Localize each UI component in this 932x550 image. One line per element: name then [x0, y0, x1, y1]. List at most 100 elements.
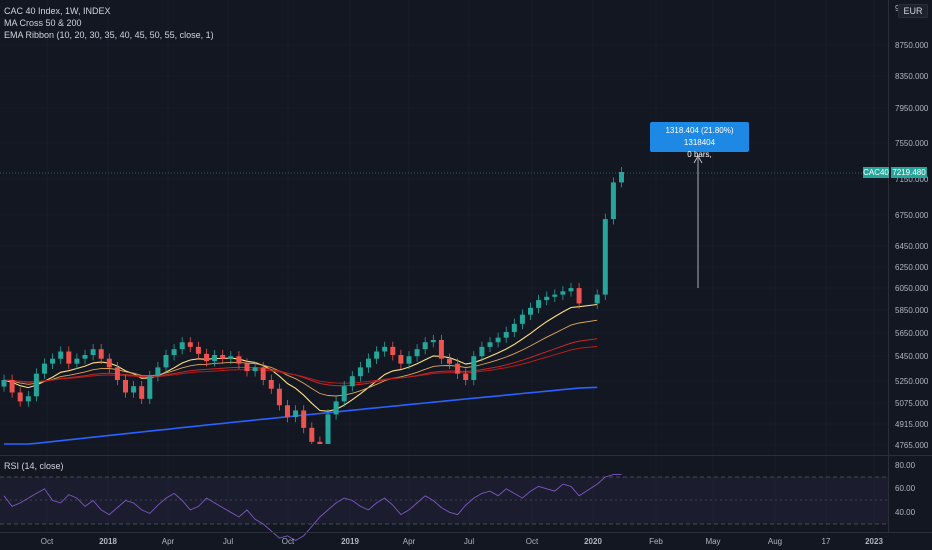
candle-body[interactable]: [374, 351, 380, 359]
candle-body[interactable]: [333, 401, 339, 415]
candle-body[interactable]: [98, 349, 104, 359]
candle-body[interactable]: [25, 396, 31, 402]
candle-body[interactable]: [552, 294, 558, 297]
candle-body[interactable]: [163, 355, 169, 368]
candle-body[interactable]: [285, 405, 290, 418]
candle-body[interactable]: [544, 296, 550, 301]
candle-body[interactable]: [187, 342, 193, 347]
candle-body[interactable]: [268, 380, 274, 389]
measure-arrow[interactable]: [693, 155, 703, 288]
candle-body[interactable]: [382, 346, 388, 352]
measure-bars: 0 bars,: [687, 150, 712, 159]
symbol-title[interactable]: CAC 40 Index, 1W, INDEX: [4, 6, 111, 16]
candle-body[interactable]: [398, 355, 404, 364]
currency-badge[interactable]: EUR: [898, 4, 928, 18]
candle-body[interactable]: [519, 314, 525, 324]
candle-body[interactable]: [357, 367, 363, 377]
candle-body[interactable]: [139, 386, 145, 399]
candle-body[interactable]: [106, 358, 112, 368]
candle-body[interactable]: [82, 355, 88, 359]
candle-body[interactable]: [366, 358, 371, 368]
candle-body[interactable]: [228, 356, 234, 359]
candle-body[interactable]: [260, 367, 266, 380]
candle-body[interactable]: [9, 380, 15, 393]
candle-body[interactable]: [131, 386, 137, 393]
candle-body[interactable]: [114, 367, 120, 380]
candle-body[interactable]: [576, 288, 582, 304]
candle-body[interactable]: [619, 171, 624, 183]
candle-body[interactable]: [447, 358, 452, 364]
candle-body[interactable]: [301, 410, 307, 428]
time-label: Jul: [464, 537, 474, 546]
candle-body[interactable]: [90, 349, 96, 355]
candle-body[interactable]: [58, 351, 64, 359]
ema-ribbon-legend[interactable]: EMA Ribbon (10, 20, 30, 35, 40, 45, 50, …: [4, 30, 214, 40]
time-label: Oct: [282, 537, 295, 546]
candle-body[interactable]: [487, 342, 493, 347]
candle-body[interactable]: [155, 367, 161, 377]
candle-body[interactable]: [42, 363, 47, 374]
candle-body[interactable]: [511, 323, 517, 332]
candle-body[interactable]: [422, 342, 428, 350]
candle-body[interactable]: [195, 346, 201, 354]
time-label: 2019: [341, 537, 359, 546]
candle-body[interactable]: [17, 392, 23, 402]
candle-body[interactable]: [293, 410, 299, 418]
ma-cross-legend[interactable]: MA Cross 50 & 200: [4, 18, 82, 28]
price-label: 6250.000: [895, 263, 929, 272]
candle-body[interactable]: [594, 294, 600, 304]
candle-body[interactable]: [171, 349, 177, 355]
candle-body[interactable]: [33, 373, 39, 397]
candle-body[interactable]: [276, 388, 282, 406]
candle-body[interactable]: [479, 346, 485, 357]
candle-body[interactable]: [147, 376, 153, 399]
candle-body[interactable]: [212, 355, 218, 362]
candle-body[interactable]: [560, 291, 566, 295]
price-axis[interactable]: 9 8750.000 8350.000 7950.000 7550.000 71…: [895, 4, 929, 450]
candle-body[interactable]: [568, 288, 574, 292]
candle-body[interactable]: [390, 346, 396, 355]
candle-body[interactable]: [1, 380, 7, 387]
candle-body[interactable]: [244, 363, 250, 372]
candle-body[interactable]: [252, 367, 258, 372]
candle-body[interactable]: [455, 363, 461, 374]
candle-body[interactable]: [179, 342, 185, 350]
last-price-tag: CAC40 7219.480: [863, 167, 929, 178]
candle-body[interactable]: [341, 386, 347, 402]
candle-body[interactable]: [463, 373, 469, 380]
candle-body[interactable]: [536, 300, 542, 308]
rsi-legend[interactable]: RSI (14, close): [4, 461, 64, 471]
time-label: Aug: [768, 537, 782, 546]
rsi-line: [3, 474, 622, 542]
candle-body[interactable]: [503, 332, 509, 338]
candle-body[interactable]: [309, 427, 315, 442]
candles[interactable]: [1, 167, 625, 444]
candle-body[interactable]: [414, 349, 420, 357]
candle-body[interactable]: [406, 356, 412, 364]
candle-body[interactable]: [602, 219, 608, 295]
time-label: 2018: [99, 537, 117, 546]
candle-body[interactable]: [438, 339, 444, 359]
candle-body[interactable]: [220, 355, 226, 359]
price-label: 8350.000: [895, 72, 929, 81]
rsi-axis[interactable]: 80.00 60.00 40.00: [895, 461, 916, 517]
measure-tooltip[interactable]: 1318.404 (21.80%) 1318404 0 bars,: [650, 122, 749, 159]
candle-body[interactable]: [495, 337, 501, 343]
candle-body[interactable]: [325, 414, 331, 444]
time-axis[interactable]: Oct 2018 Apr Jul Oct 2019 Apr Jul Oct 20…: [41, 537, 884, 546]
candle-body[interactable]: [349, 376, 355, 387]
candle-body[interactable]: [123, 380, 128, 393]
candle-body[interactable]: [471, 356, 477, 380]
candle-body[interactable]: [610, 182, 616, 220]
candle-body[interactable]: [204, 353, 209, 362]
time-label: Oct: [41, 537, 54, 546]
candle-body[interactable]: [66, 351, 72, 364]
candle-body[interactable]: [317, 441, 323, 444]
candle-body[interactable]: [236, 356, 242, 364]
candle-body[interactable]: [50, 358, 56, 364]
candle-body[interactable]: [74, 358, 80, 364]
candle-body[interactable]: [430, 339, 436, 343]
candle-body[interactable]: [528, 307, 533, 315]
